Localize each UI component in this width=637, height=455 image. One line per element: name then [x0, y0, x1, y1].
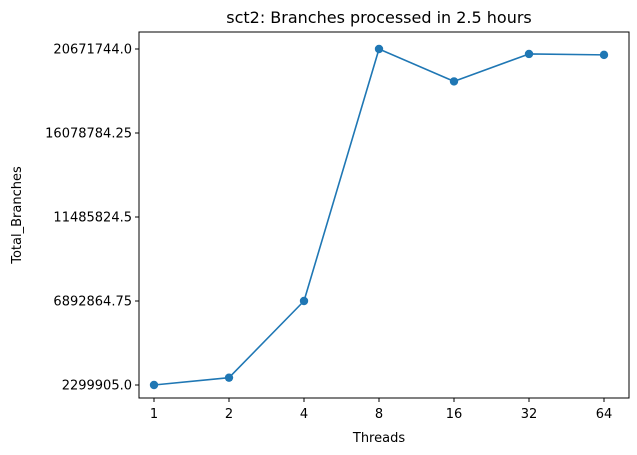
- data-point: [149, 380, 159, 390]
- y-tick-label: 11485824.5: [53, 211, 132, 226]
- data-point: [374, 44, 384, 54]
- x-tick-label: 4: [300, 407, 308, 422]
- y-tick-label: 6892864.75: [53, 295, 132, 310]
- x-tick-label: 2: [225, 407, 233, 422]
- x-tick-label: 8: [375, 407, 383, 422]
- series-layer: [149, 44, 609, 390]
- x-tick-label: 64: [596, 407, 613, 422]
- x-tick-label: 16: [446, 407, 463, 422]
- x-tick-label: 32: [521, 407, 538, 422]
- data-point: [524, 49, 534, 59]
- x-axis-label: Threads: [352, 431, 405, 446]
- chart-title: sct2: Branches processed in 2.5 hours: [226, 8, 532, 27]
- data-point: [224, 373, 234, 382]
- y-axis-ticks: 2299905.0 6892864.75 11485824.5 16078784.25…: [45, 43, 139, 394]
- plot-frame: [138, 31, 630, 399]
- y-tick-label: 16078784.25: [45, 127, 132, 142]
- y-axis-label: Total_Branches: [10, 166, 25, 265]
- x-axis-ticks: 1 2 4 8 16 32 64: [150, 398, 612, 422]
- data-point: [599, 50, 609, 60]
- y-tick-label: 20671744.0: [53, 43, 132, 58]
- data-point: [299, 296, 309, 306]
- y-tick-label: 2299905.0: [62, 379, 132, 394]
- x-tick-label: 1: [150, 407, 158, 422]
- data-point: [449, 77, 459, 86]
